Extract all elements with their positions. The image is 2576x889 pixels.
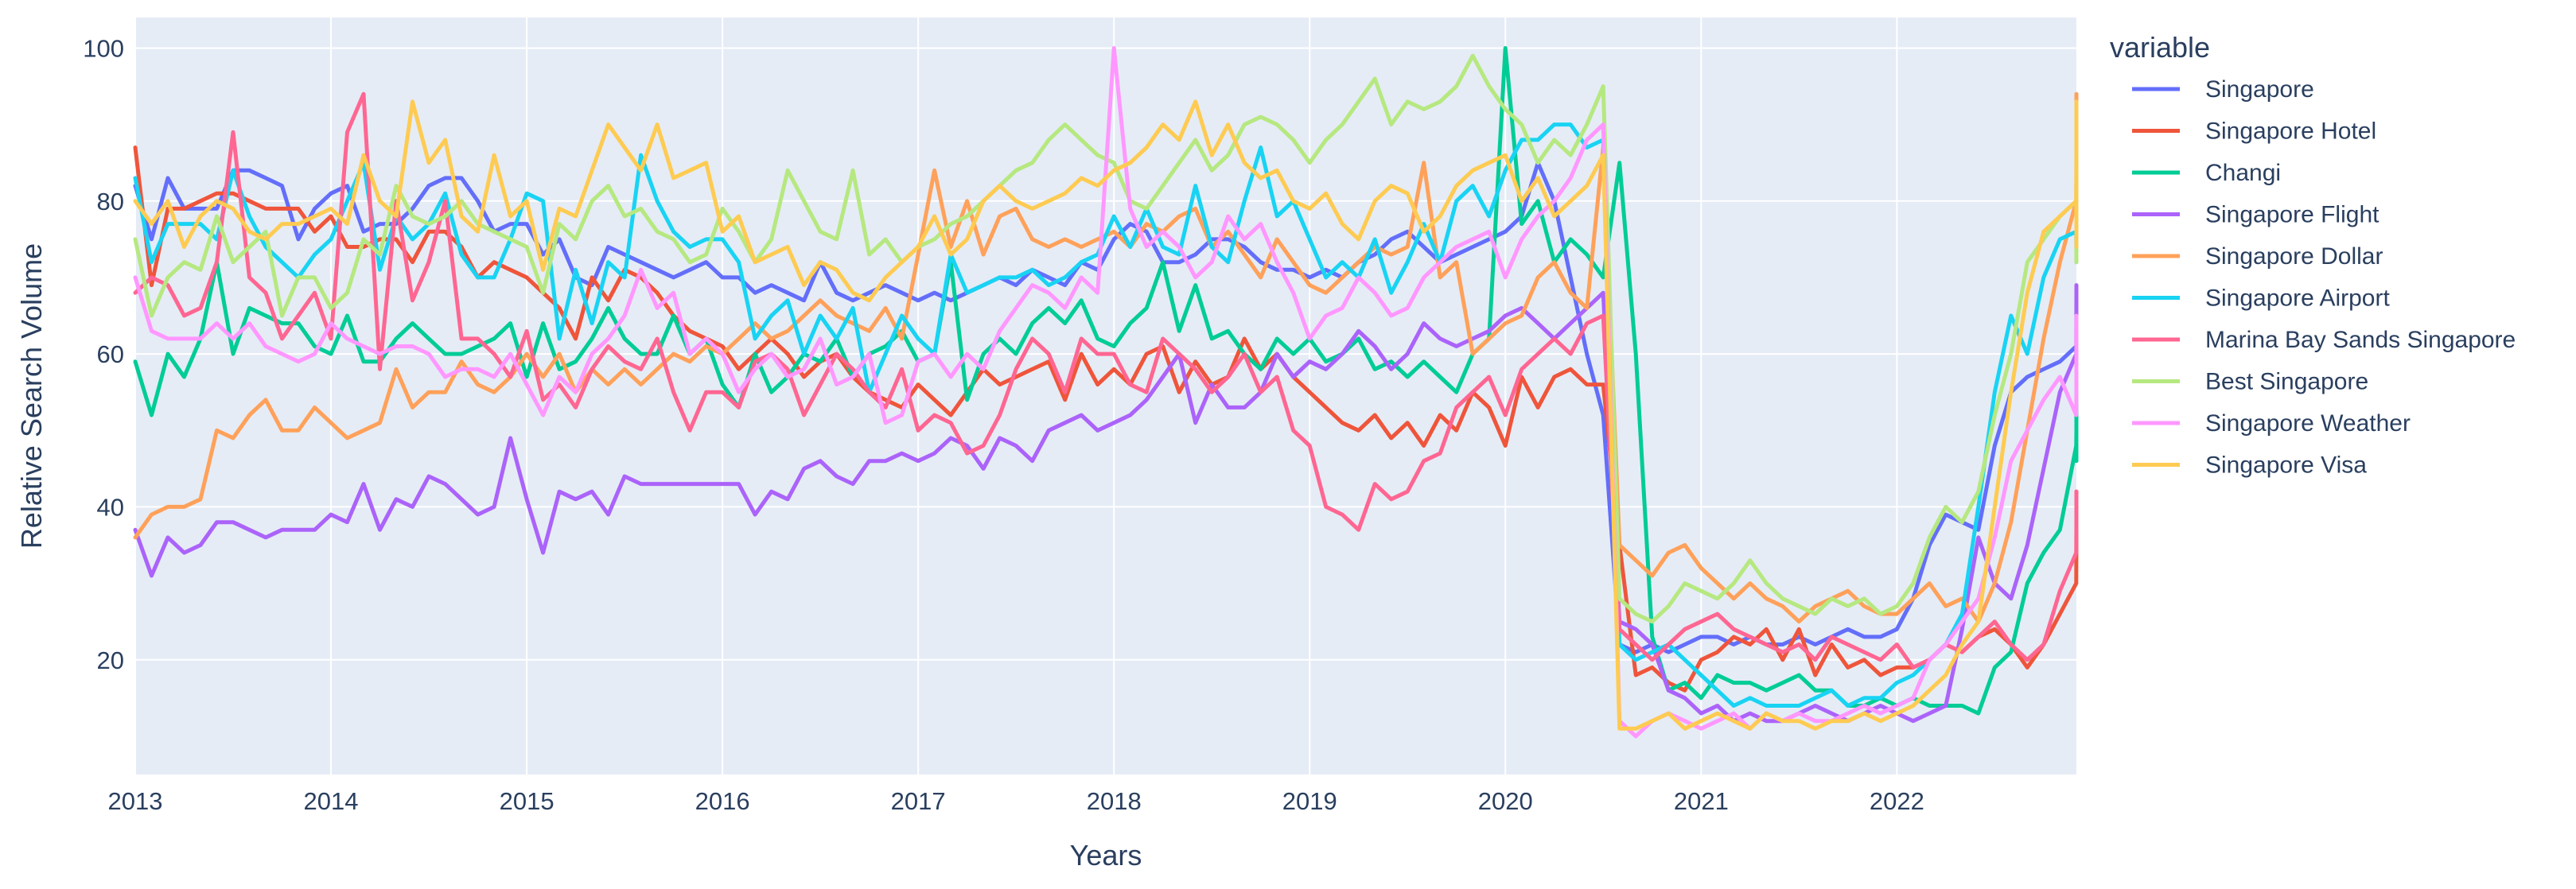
- x-tick-label: 2018: [1087, 787, 1142, 815]
- series-line-singapore: [133, 161, 2079, 654]
- legend-item[interactable]: Singapore Visa: [2132, 452, 2367, 479]
- x-tick-label: 2014: [304, 787, 359, 815]
- legend-item[interactable]: Singapore Hotel: [2132, 118, 2376, 145]
- legend-item[interactable]: Singapore: [2132, 76, 2314, 103]
- series-line-marina-bay-sands-singapore: [133, 91, 2079, 670]
- x-tick-label: 2022: [1870, 787, 1924, 815]
- y-tick-label: 100: [83, 34, 124, 62]
- legend-label: Singapore Visa: [2205, 452, 2367, 479]
- legend-item[interactable]: Singapore Flight: [2132, 202, 2379, 228]
- legend-item[interactable]: Singapore Dollar: [2132, 243, 2383, 270]
- x-tick-label: 2016: [695, 787, 750, 815]
- series-line-singapore-visa: [133, 99, 2079, 731]
- legend-item[interactable]: Changi: [2132, 160, 2281, 186]
- legend: variable Singapore Singapore Hotel Changi S…: [2110, 31, 2516, 479]
- x-tick-label: 2015: [500, 787, 555, 815]
- y-tick-label: 40: [97, 493, 124, 521]
- legend-item[interactable]: Singapore Weather: [2132, 410, 2411, 437]
- legend-label: Singapore: [2205, 76, 2314, 103]
- y-tick-label: 20: [97, 646, 124, 674]
- series-line-best-singapore: [133, 53, 2079, 624]
- x-tick-label: 2020: [1478, 787, 1533, 815]
- x-tick-label: 2017: [891, 787, 946, 815]
- legend-label: Singapore Hotel: [2205, 118, 2376, 145]
- legend-label: Best Singapore: [2205, 369, 2368, 395]
- series-line-singapore-weather: [133, 46, 2079, 739]
- legend-item[interactable]: Best Singapore: [2132, 369, 2368, 395]
- x-axis-title: Years: [1070, 839, 1142, 872]
- grid: [134, 17, 2076, 774]
- legend-label: Singapore Weather: [2205, 410, 2411, 437]
- legend-title: variable: [2110, 31, 2210, 64]
- x-tick-label: 2013: [108, 787, 163, 815]
- y-tick-label: 80: [97, 188, 124, 215]
- legend-label: Singapore Flight: [2205, 202, 2379, 228]
- y-tick-label: 60: [97, 340, 124, 368]
- y-axis-ticks: 20 40 60 80 100: [83, 34, 124, 674]
- legend-label: Marina Bay Sands Singapore: [2205, 327, 2516, 353]
- y-axis-title: Relative Search Volume: [15, 243, 48, 549]
- x-axis-ticks: 2013 2014 2015 2016 2017 2018 2019 2020 2021 2022: [108, 787, 1924, 815]
- legend-label: Singapore Airport: [2205, 285, 2390, 312]
- x-tick-label: 2021: [1674, 787, 1729, 815]
- legend-item[interactable]: Singapore Airport: [2132, 285, 2390, 312]
- legend-label: Changi: [2205, 160, 2281, 186]
- x-tick-label: 2019: [1282, 787, 1337, 815]
- series-lines: [133, 46, 2079, 739]
- series-line-singapore-flight: [133, 283, 2079, 724]
- legend-item[interactable]: Marina Bay Sands Singapore: [2132, 327, 2516, 353]
- legend-label: Singapore Dollar: [2205, 243, 2383, 270]
